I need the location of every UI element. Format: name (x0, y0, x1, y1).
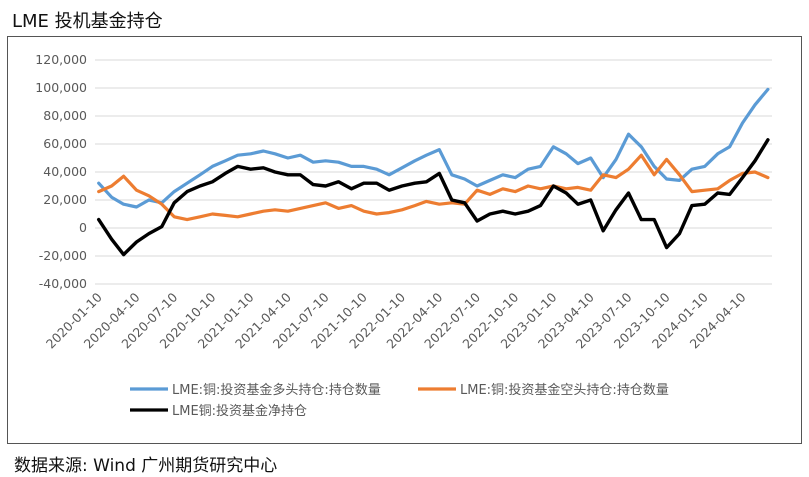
y-tick-label: 60,000 (43, 136, 87, 151)
x-axis-ticks: 2020-01-102020-04-102020-07-102020-10-10… (43, 289, 749, 351)
y-tick-label: 40,000 (43, 164, 87, 179)
y-tick-label: 20,000 (43, 192, 87, 207)
y-tick-label: -20,000 (39, 248, 87, 263)
y-tick-label: 100,000 (35, 80, 87, 95)
legend-item: LME:铜:投资基金多头持仓:持仓数量 (130, 382, 381, 398)
source-note: 数据来源: Wind 广州期货研究中心 (14, 456, 278, 476)
chart-frame (7, 36, 802, 444)
y-tick-label: 120,000 (35, 52, 87, 67)
y-tick-label: 80,000 (43, 108, 87, 123)
legend-label: LME:铜:投资基金空头持仓:持仓数量 (460, 382, 669, 398)
legend-item: LME铜:投资基金净持仓 (130, 403, 307, 419)
legend-label: LME铜:投资基金净持仓 (172, 403, 307, 419)
y-tick-label: -40,000 (39, 276, 87, 291)
line-chart: 120,000 100,000 80,000 60,000 40,000 20,000 0 -… (35, 52, 772, 419)
legend: LME:铜:投资基金多头持仓:持仓数量 LME:铜:投资基金空头持仓:持仓数量 LM… (130, 382, 669, 419)
gridlines (95, 59, 772, 285)
legend-label: LME:铜:投资基金多头持仓:持仓数量 (172, 382, 381, 398)
legend-item: LME:铜:投资基金空头持仓:持仓数量 (418, 382, 669, 398)
long-position-line (97, 87, 770, 209)
y-tick-label: 0 (79, 220, 87, 235)
net-position-line (96, 138, 770, 257)
page-title: LME 投机基金持仓 (12, 11, 163, 32)
series-lines (96, 87, 770, 257)
y-axis-ticks: 120,000 100,000 80,000 60,000 40,000 20,000 0 -… (35, 52, 87, 291)
short-position-line (97, 153, 770, 222)
